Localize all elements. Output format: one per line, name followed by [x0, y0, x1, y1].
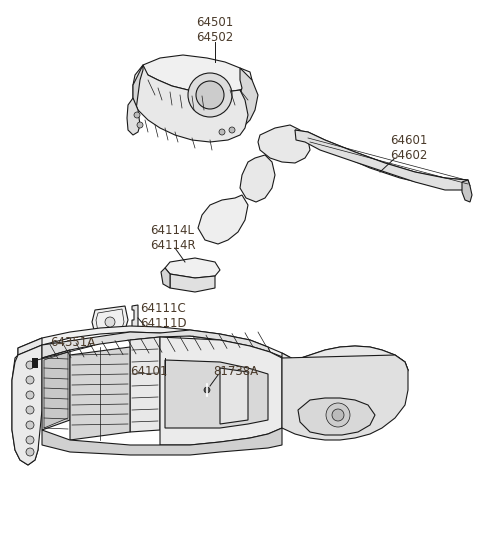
Polygon shape — [42, 330, 270, 358]
Text: 64101: 64101 — [130, 365, 168, 377]
Text: 64601
64602: 64601 64602 — [390, 134, 427, 162]
Polygon shape — [170, 274, 215, 292]
Polygon shape — [127, 98, 140, 135]
Circle shape — [26, 361, 34, 369]
Circle shape — [26, 406, 34, 414]
Text: 64501
64502: 64501 64502 — [196, 16, 234, 44]
Circle shape — [219, 129, 225, 135]
Polygon shape — [44, 352, 68, 428]
Circle shape — [137, 122, 143, 128]
Polygon shape — [42, 350, 70, 430]
Polygon shape — [42, 428, 282, 455]
Circle shape — [134, 112, 140, 118]
Polygon shape — [161, 268, 170, 288]
Polygon shape — [165, 258, 220, 278]
Polygon shape — [295, 130, 468, 190]
Polygon shape — [165, 360, 268, 428]
Bar — [32, 358, 38, 368]
Text: 64351A: 64351A — [50, 335, 95, 348]
Text: 64114L
64114R: 64114L 64114R — [150, 224, 196, 252]
Circle shape — [26, 448, 34, 456]
Polygon shape — [12, 338, 42, 465]
Circle shape — [105, 317, 115, 327]
Text: 64111C
64111D: 64111C 64111D — [140, 302, 187, 330]
Polygon shape — [282, 355, 408, 440]
Circle shape — [204, 387, 210, 393]
Polygon shape — [258, 125, 310, 163]
Circle shape — [196, 81, 224, 109]
Polygon shape — [198, 195, 248, 244]
Polygon shape — [462, 180, 472, 202]
Circle shape — [26, 436, 34, 444]
Polygon shape — [18, 326, 408, 386]
Polygon shape — [133, 65, 248, 142]
Circle shape — [188, 73, 232, 117]
Polygon shape — [295, 130, 470, 188]
Text: 81738A: 81738A — [213, 365, 258, 377]
Polygon shape — [220, 368, 248, 424]
Circle shape — [332, 409, 344, 421]
Polygon shape — [12, 345, 42, 465]
Polygon shape — [132, 305, 138, 333]
Circle shape — [326, 403, 350, 427]
Polygon shape — [160, 337, 282, 445]
Polygon shape — [298, 398, 375, 435]
Circle shape — [26, 376, 34, 384]
Polygon shape — [282, 346, 408, 386]
Circle shape — [26, 421, 34, 429]
Polygon shape — [240, 155, 275, 202]
Circle shape — [26, 391, 34, 399]
Circle shape — [229, 127, 235, 133]
Polygon shape — [235, 68, 258, 125]
Polygon shape — [92, 306, 128, 334]
Polygon shape — [70, 347, 130, 440]
Polygon shape — [143, 55, 252, 92]
Polygon shape — [130, 337, 160, 432]
Polygon shape — [133, 65, 143, 110]
